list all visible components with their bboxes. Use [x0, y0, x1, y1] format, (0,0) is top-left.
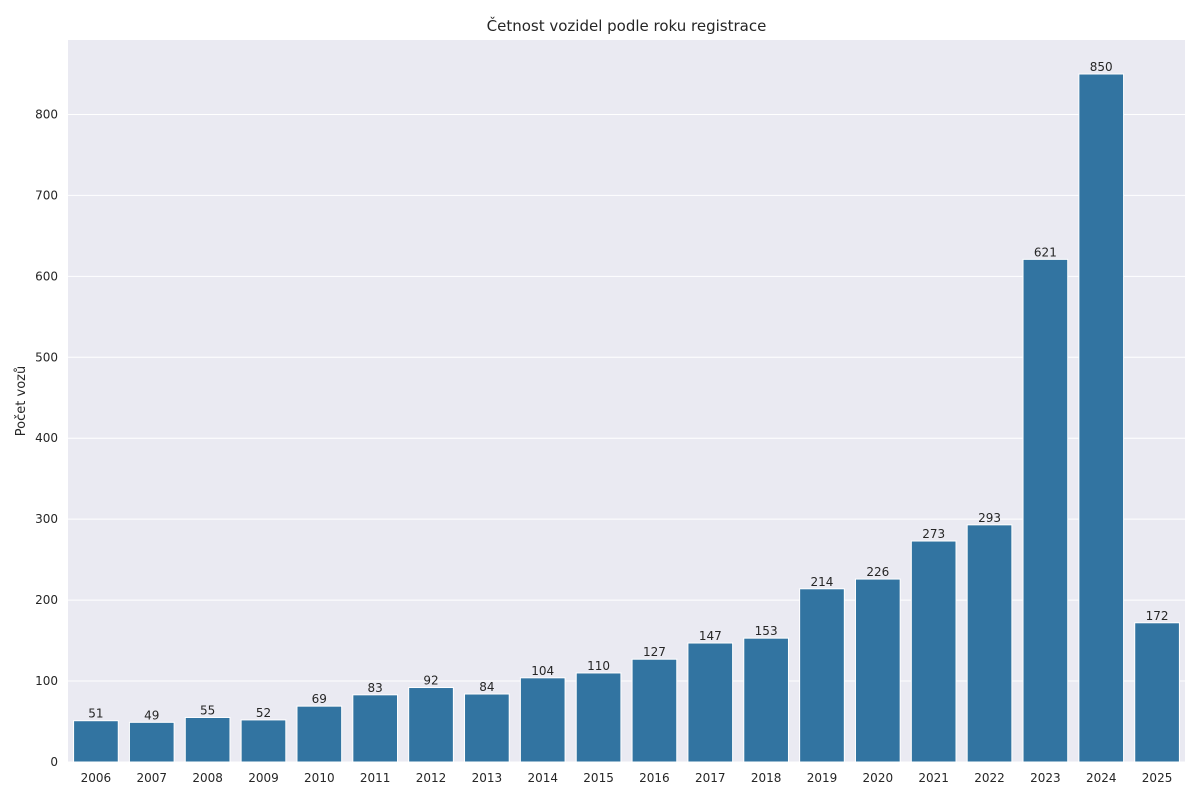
x-tick-label: 2019 [807, 771, 838, 785]
bar-2019 [799, 588, 845, 763]
bar-value-label: 850 [1090, 60, 1113, 74]
x-tick-label: 2010 [304, 771, 335, 785]
bar-2017 [687, 642, 734, 763]
bars [73, 73, 1180, 763]
bar-value-label: 49 [144, 708, 159, 722]
y-tick-label: 500 [35, 350, 58, 364]
y-tick-label: 800 [35, 107, 58, 121]
bar-value-label: 226 [866, 565, 889, 579]
x-tick-label: 2022 [974, 771, 1005, 785]
bar-2011 [352, 694, 399, 763]
bar-value-label: 83 [368, 681, 383, 695]
bar-2022 [966, 524, 1013, 763]
x-tick-label: 2015 [583, 771, 614, 785]
x-tick-label: 2014 [527, 771, 558, 785]
x-tick-label: 2013 [472, 771, 503, 785]
x-axis-ticks: 2006 2007 2008 2009 2010 2011 2012 2013 2014 2015… [81, 771, 1173, 785]
x-tick-label: 2009 [248, 771, 279, 785]
bar-2009 [240, 719, 287, 763]
y-axis-ticks: 0 100 200 300 400 500 600 700 800 [35, 107, 58, 769]
bar-2015 [575, 672, 622, 763]
y-tick-label: 300 [35, 512, 58, 526]
bar-value-label: 273 [922, 527, 945, 541]
bar-2012 [408, 687, 454, 763]
bar-2016 [631, 658, 678, 763]
bar-2018 [743, 637, 789, 763]
x-tick-label: 2018 [751, 771, 782, 785]
chart-title: Četnost vozidel podle roku registrace [487, 16, 767, 35]
bar-value-label: 153 [755, 624, 778, 638]
bar-value-label: 214 [811, 575, 834, 589]
x-tick-label: 2012 [416, 771, 447, 785]
y-axis-label: Počet vozů [14, 366, 29, 436]
gridlines [68, 113, 1185, 763]
x-tick-label: 2007 [137, 771, 168, 785]
bar-value-label: 52 [256, 706, 271, 720]
y-tick-label: 100 [35, 674, 58, 688]
bar-value-label: 84 [479, 680, 494, 694]
bar-2010 [296, 705, 343, 763]
bar-2021 [910, 540, 957, 763]
bar-2008 [184, 716, 231, 763]
y-tick-label: 700 [35, 188, 58, 202]
bar-value-label: 110 [587, 659, 610, 673]
plot-area [68, 40, 1185, 762]
y-tick-label: 400 [35, 431, 58, 445]
bar-2023 [1022, 258, 1069, 763]
x-tick-label: 2017 [695, 771, 726, 785]
x-tick-label: 2023 [1030, 771, 1061, 785]
x-tick-label: 2024 [1086, 771, 1117, 785]
bar-2020 [854, 578, 901, 763]
bar-value-label: 147 [699, 629, 722, 643]
bar-value-label: 621 [1034, 245, 1057, 259]
bar-value-label: 92 [423, 674, 438, 688]
bar-value-label: 104 [531, 664, 554, 678]
bar-2025 [1134, 622, 1180, 763]
bar-value-label: 172 [1146, 609, 1169, 623]
y-tick-label: 0 [50, 755, 58, 769]
bar-labels: 51 49 55 52 69 83 92 84 104 110 127 147 153 214 226 273… [88, 60, 1168, 722]
x-tick-label: 2006 [81, 771, 112, 785]
x-tick-label: 2021 [918, 771, 949, 785]
bar-value-label: 55 [200, 703, 215, 717]
x-tick-label: 2025 [1142, 771, 1173, 785]
bar-2013 [464, 693, 510, 763]
bar-value-label: 127 [643, 645, 666, 659]
bar-value-label: 51 [88, 707, 103, 721]
bar-value-label: 293 [978, 511, 1001, 525]
y-tick-label: 600 [35, 269, 58, 283]
x-tick-label: 2020 [863, 771, 894, 785]
x-tick-label: 2008 [192, 771, 223, 785]
y-tick-label: 200 [35, 593, 58, 607]
bar-2006 [73, 720, 119, 763]
bar-2007 [128, 721, 175, 763]
x-tick-label: 2011 [360, 771, 391, 785]
bar-2014 [519, 677, 566, 763]
bar-value-label: 69 [312, 692, 327, 706]
x-tick-label: 2016 [639, 771, 670, 785]
bar-2024 [1078, 73, 1125, 763]
